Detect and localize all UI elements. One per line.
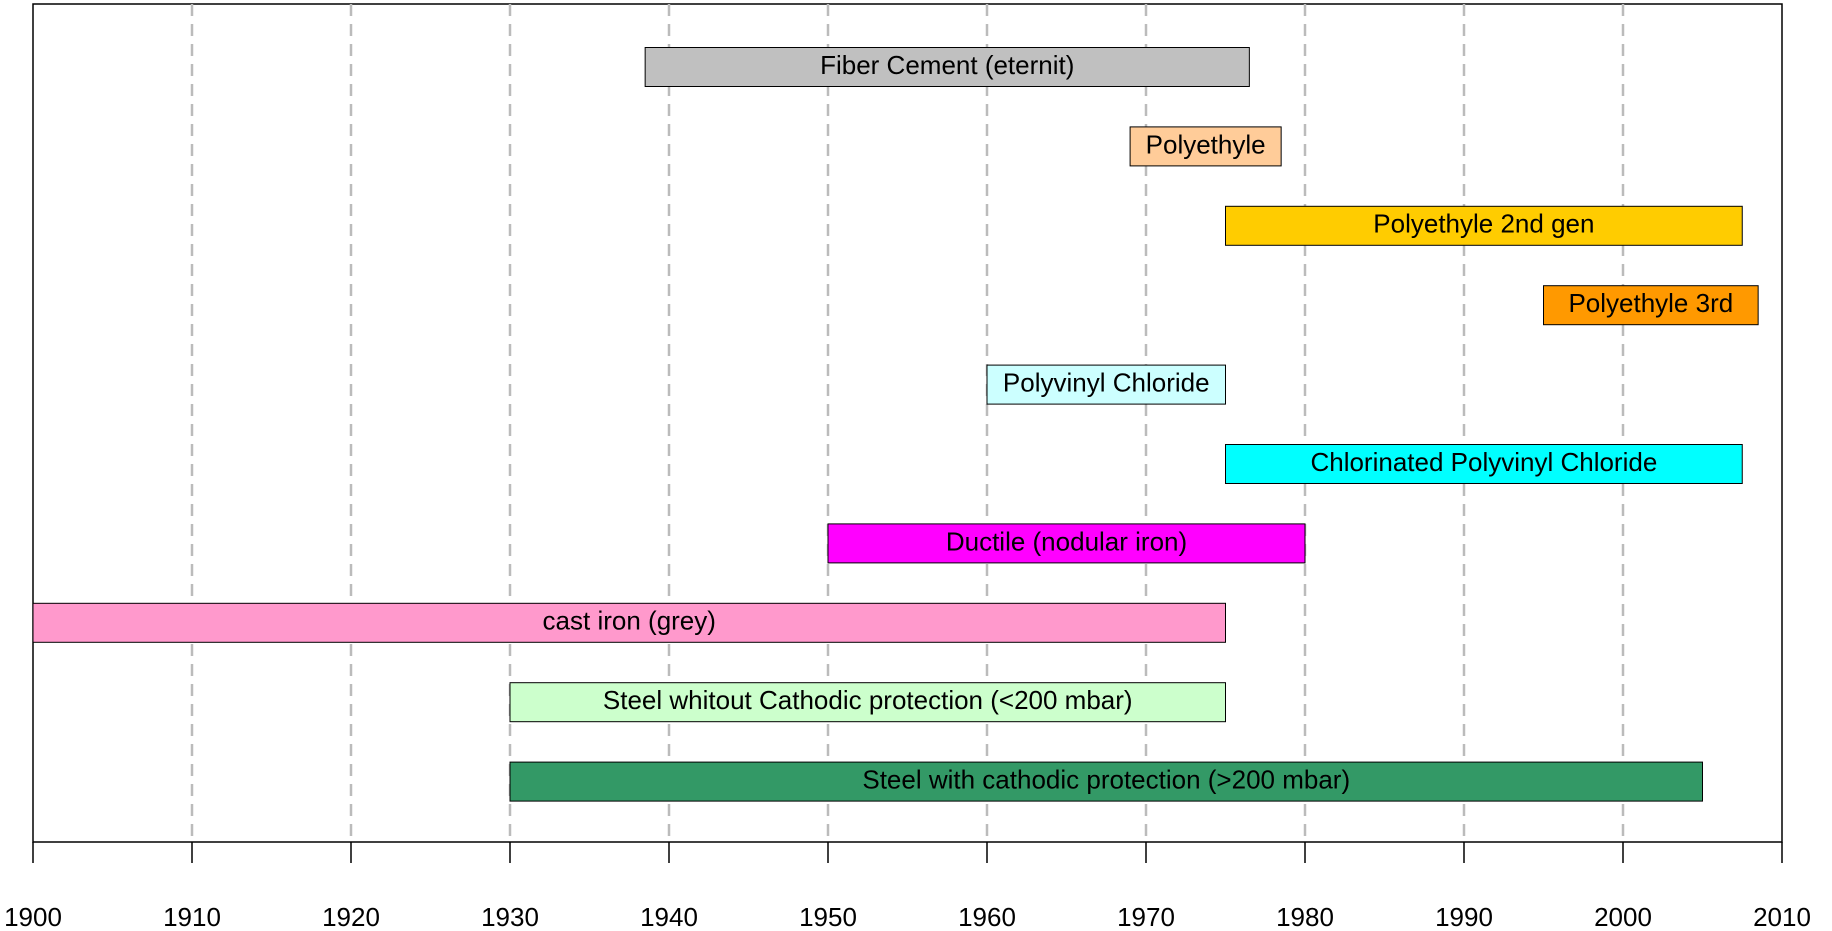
bar [1225, 205, 1743, 246]
x-tick-label: 1950 [799, 902, 857, 931]
bar [1225, 444, 1743, 484]
bar-label: Polyethyle [1146, 129, 1266, 159]
x-tick-label: 1970 [1117, 902, 1175, 931]
bar [1129, 126, 1282, 167]
x-tick-label: 1960 [958, 902, 1016, 931]
bar-label: Polyethyle 3rd [1568, 288, 1733, 318]
x-tick-label: 1990 [1435, 902, 1493, 931]
bar [32, 602, 1226, 643]
bar-label: Polyethyle 2nd gen [1373, 209, 1594, 239]
bar-label: cast iron (grey) [543, 606, 716, 636]
x-tick-label: 1940 [640, 902, 698, 931]
x-tick-label: 1920 [322, 902, 380, 931]
x-tick-label: 1900 [4, 902, 62, 931]
bar [1543, 285, 1759, 326]
bar-label: Chlorinated Polyvinyl Chloride [1310, 447, 1657, 477]
bar-label: Steel with cathodic protection (>200 mba… [862, 764, 1350, 794]
x-tick-label: 2010 [1753, 902, 1811, 931]
bar-label: Fiber Cement (eternit) [820, 50, 1074, 80]
x-tick-label: 1930 [481, 902, 539, 931]
bar-label: Steel whitout Cathodic protection (<200 … [603, 685, 1133, 715]
x-tick-label: 2000 [1594, 902, 1652, 931]
bar [986, 364, 1226, 405]
x-tick-label: 1910 [163, 902, 221, 931]
bar [509, 761, 1703, 802]
bar-label: Polyvinyl Chloride [1003, 367, 1210, 397]
bar [827, 523, 1306, 564]
bar-label: Ductile (nodular iron) [946, 526, 1187, 556]
bar [644, 47, 1250, 87]
x-tick-label: 1980 [1276, 902, 1334, 931]
bar [509, 682, 1226, 723]
plot-frame [32, 3, 1783, 843]
